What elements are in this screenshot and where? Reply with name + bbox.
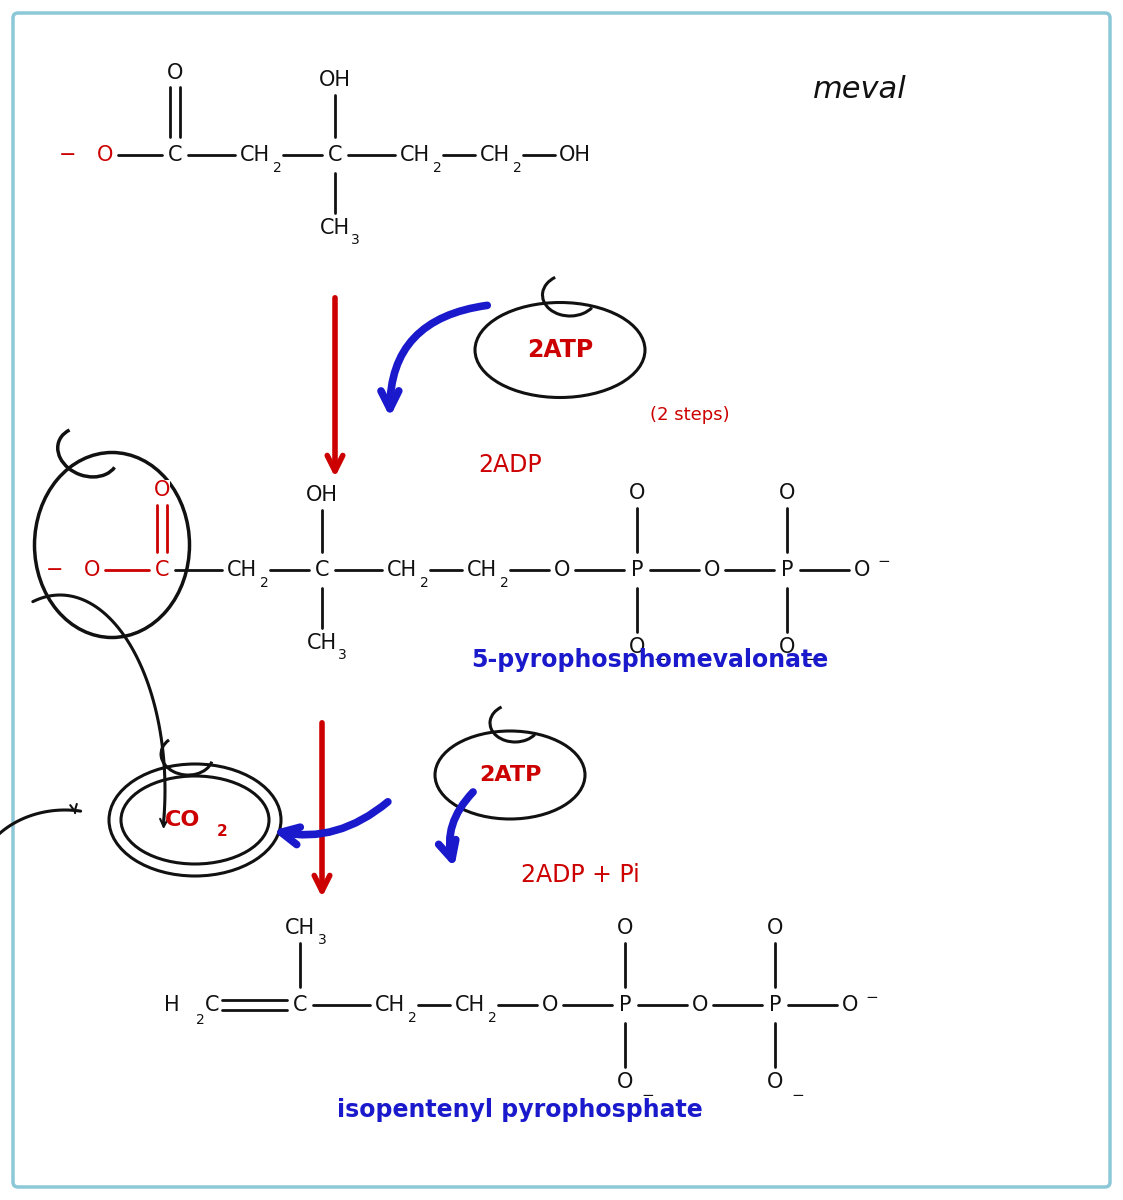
Text: −: − — [46, 560, 64, 580]
Text: C: C — [314, 560, 329, 580]
Text: OH: OH — [305, 485, 338, 505]
FancyBboxPatch shape — [13, 13, 1110, 1187]
Text: O: O — [779, 637, 795, 658]
Text: CH: CH — [240, 145, 270, 164]
Text: −: − — [60, 145, 76, 164]
Text: O: O — [779, 482, 795, 503]
Text: O: O — [767, 918, 783, 938]
Text: C: C — [204, 995, 219, 1015]
Text: P: P — [780, 560, 793, 580]
Text: isopentenyl pyrophosphate: isopentenyl pyrophosphate — [337, 1098, 703, 1122]
Text: O: O — [541, 995, 558, 1015]
Text: P: P — [769, 995, 782, 1015]
Text: 2: 2 — [261, 576, 268, 590]
Text: OH: OH — [319, 70, 351, 90]
Text: CH: CH — [387, 560, 417, 580]
Text: 2: 2 — [433, 161, 441, 175]
Text: CO: CO — [165, 810, 201, 830]
Text: C: C — [155, 560, 170, 580]
Text: O: O — [617, 918, 633, 938]
Text: O: O — [97, 145, 113, 164]
Text: 2: 2 — [197, 1013, 204, 1027]
Text: (2 steps): (2 steps) — [650, 406, 730, 424]
Text: 2ATP: 2ATP — [527, 338, 593, 362]
Text: 3: 3 — [338, 648, 347, 662]
Text: CH: CH — [320, 218, 350, 238]
Text: 3: 3 — [351, 233, 359, 247]
Text: meval: meval — [813, 76, 907, 104]
Text: O: O — [554, 560, 570, 580]
Text: C: C — [328, 145, 343, 164]
Text: 5-pyrophosphomevalonate: 5-pyrophosphomevalonate — [472, 648, 829, 672]
Text: CH: CH — [480, 145, 510, 164]
Text: O: O — [84, 560, 100, 580]
Text: O: O — [629, 637, 646, 658]
Text: P: P — [631, 560, 643, 580]
Text: 2ATP: 2ATP — [478, 766, 541, 785]
Text: O: O — [842, 995, 858, 1015]
Text: CH: CH — [285, 918, 316, 938]
Text: O: O — [853, 560, 870, 580]
Text: −: − — [791, 1087, 804, 1103]
Text: O: O — [154, 480, 171, 500]
Text: H: H — [164, 995, 180, 1015]
Text: CH: CH — [400, 145, 430, 164]
Text: O: O — [692, 995, 709, 1015]
Text: −: − — [865, 990, 878, 1004]
Text: O: O — [167, 62, 183, 83]
Text: 2: 2 — [513, 161, 522, 175]
Text: −: − — [641, 1087, 654, 1103]
Text: 2: 2 — [420, 576, 429, 590]
Text: OH: OH — [559, 145, 591, 164]
Text: 3: 3 — [318, 934, 327, 947]
Text: P: P — [619, 995, 631, 1015]
Text: −: − — [652, 653, 666, 667]
Text: 2: 2 — [489, 1010, 496, 1025]
Text: 2: 2 — [408, 1010, 417, 1025]
Text: CH: CH — [227, 560, 257, 580]
Text: CH: CH — [375, 995, 405, 1015]
Text: 2: 2 — [273, 161, 282, 175]
Text: CH: CH — [455, 995, 485, 1015]
Text: 2ADP + Pi: 2ADP + Pi — [521, 863, 639, 887]
Text: 2ADP: 2ADP — [478, 452, 541, 476]
Text: 2: 2 — [500, 576, 509, 590]
Text: O: O — [617, 1072, 633, 1092]
Text: 2: 2 — [217, 824, 228, 840]
Text: −: − — [803, 653, 815, 667]
Text: O: O — [704, 560, 720, 580]
Text: CH: CH — [307, 634, 337, 653]
Text: −: − — [877, 554, 889, 570]
Text: O: O — [767, 1072, 783, 1092]
Text: CH: CH — [467, 560, 497, 580]
Text: C: C — [293, 995, 308, 1015]
Text: C: C — [167, 145, 182, 164]
Text: O: O — [629, 482, 646, 503]
